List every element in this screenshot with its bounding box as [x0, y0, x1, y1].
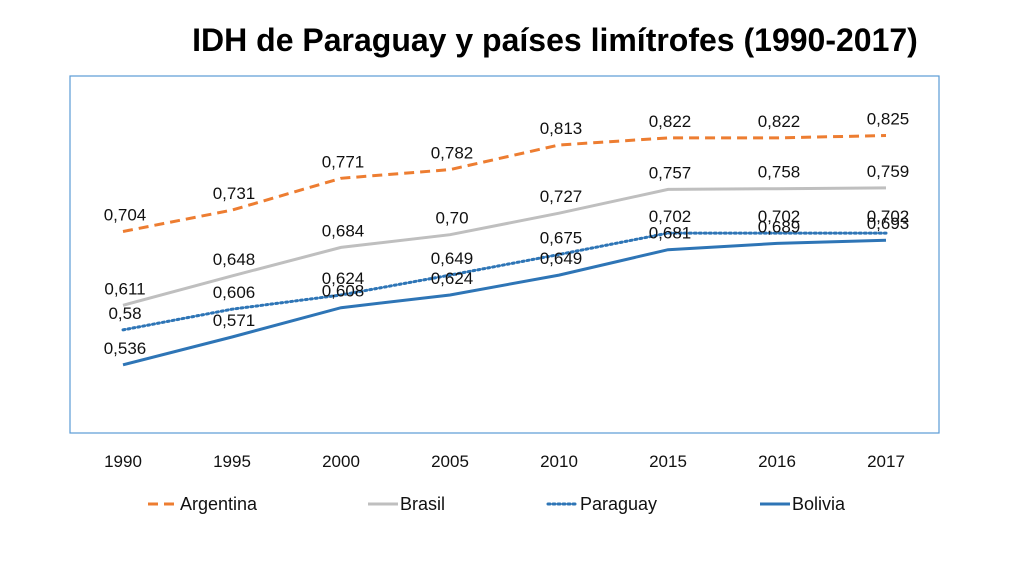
- series-layer: [121, 134, 888, 367]
- data-label-bolivia: 0,624: [431, 269, 474, 288]
- series-line-brasil: [122, 186, 887, 307]
- data-label-paraguay: 0,702: [867, 207, 910, 226]
- data-label-bolivia: 0,649: [540, 249, 583, 268]
- data-label-bolivia: 0,536: [104, 339, 147, 358]
- data-label-brasil: 0,727: [540, 187, 583, 206]
- legend-label-paraguay: Paraguay: [580, 494, 657, 514]
- data-label-paraguay: 0,649: [431, 249, 474, 268]
- data-label-brasil: 0,757: [649, 163, 692, 182]
- series-line-paraguay: [121, 231, 888, 332]
- data-label-layer: 0,704 0,731 0,771 0,782 0,813 0,822 0,822 0,825…: [104, 110, 910, 358]
- data-label-brasil: 0,759: [867, 162, 910, 181]
- data-label-argentina: 0,731: [213, 184, 256, 203]
- data-label-brasil: 0,70: [435, 209, 468, 228]
- x-tick-label: 1995: [213, 452, 251, 471]
- data-label-bolivia: 0,681: [649, 224, 692, 243]
- data-label-argentina: 0,813: [540, 119, 583, 138]
- x-axis-tick-labels: 1990 1995 2000 2005 2010 2015 2016 2017: [104, 452, 905, 471]
- x-tick-label: 2015: [649, 452, 687, 471]
- legend: Argentina Brasil Paraguay Bolivia: [148, 494, 846, 514]
- data-label-paraguay: 0,606: [213, 283, 256, 302]
- data-label-paraguay: 0,624: [322, 269, 365, 288]
- data-label-argentina: 0,822: [758, 112, 801, 131]
- data-label-argentina: 0,704: [104, 205, 147, 224]
- x-tick-label: 2016: [758, 452, 796, 471]
- x-tick-label: 1990: [104, 452, 142, 471]
- data-label-argentina: 0,782: [431, 144, 474, 163]
- data-label-brasil: 0,648: [213, 250, 256, 269]
- legend-label-argentina: Argentina: [180, 494, 258, 514]
- data-label-bolivia: 0,608: [322, 282, 365, 301]
- data-label-paraguay: 0,58: [108, 304, 141, 323]
- series-line-bolivia: [122, 238, 887, 367]
- series-line-argentina: [122, 134, 887, 233]
- data-label-bolivia: 0,571: [213, 311, 256, 330]
- legend-label-bolivia: Bolivia: [792, 494, 846, 514]
- data-label-brasil: 0,611: [104, 279, 145, 298]
- plot-area-border: [69, 75, 940, 434]
- data-label-paraguay: 0,702: [758, 207, 801, 226]
- x-tick-label: 2005: [431, 452, 469, 471]
- data-label-brasil: 0,758: [758, 163, 801, 182]
- legend-label-brasil: Brasil: [400, 494, 445, 514]
- data-label-bolivia: 0,693: [867, 214, 910, 233]
- data-label-argentina: 0,825: [867, 110, 910, 129]
- x-tick-label: 2000: [322, 452, 360, 471]
- x-tick-label: 2017: [867, 452, 905, 471]
- data-label-argentina: 0,771: [322, 152, 365, 171]
- data-label-paraguay: 0,675: [540, 229, 583, 248]
- x-tick-label: 2010: [540, 452, 578, 471]
- data-label-argentina: 0,822: [649, 112, 692, 131]
- chart-title: IDH de Paraguay y países limítrofes (199…: [192, 22, 918, 58]
- data-label-brasil: 0,684: [322, 221, 365, 240]
- data-label-paraguay: 0,702: [649, 207, 692, 226]
- data-label-bolivia: 0,689: [758, 217, 801, 236]
